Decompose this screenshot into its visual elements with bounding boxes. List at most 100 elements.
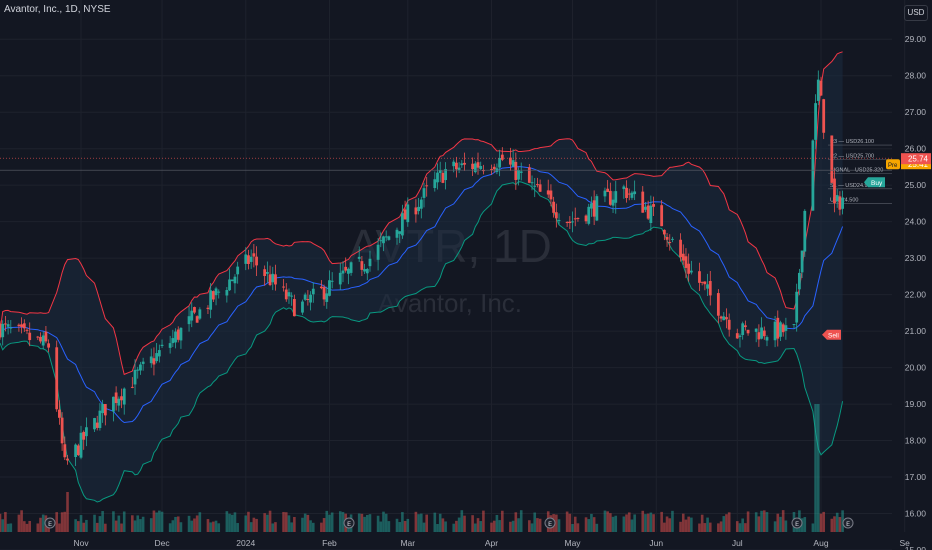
candle-body	[39, 336, 42, 342]
candle-body	[174, 331, 177, 343]
volume-bar	[368, 514, 372, 532]
currency-button[interactable]: USD	[904, 5, 928, 21]
candle-body	[79, 432, 83, 458]
candle-body	[322, 287, 326, 300]
volume-bar	[160, 511, 164, 532]
candle-body	[130, 386, 134, 388]
candle-body	[565, 221, 569, 223]
volume-bar	[833, 516, 836, 532]
candle-body	[652, 204, 655, 207]
volume-bar	[209, 522, 212, 532]
volume-bar	[171, 520, 175, 532]
price-axis-tick: 26.00	[905, 144, 927, 154]
candle-body	[622, 186, 626, 190]
candle-body	[217, 291, 221, 293]
volume-bar	[528, 520, 531, 532]
volume-bar	[627, 512, 631, 532]
earnings-icon	[842, 517, 854, 529]
candle-body	[255, 256, 258, 266]
candle-body	[530, 182, 534, 184]
candle-body	[4, 323, 7, 325]
volume-bar	[671, 510, 674, 532]
sell-signal-badge	[822, 329, 841, 340]
volume-bar	[568, 513, 572, 532]
candle-body	[76, 445, 80, 456]
candle-body	[41, 335, 45, 346]
candle-body	[171, 338, 175, 344]
candle-body	[379, 240, 383, 242]
volume-bar	[438, 513, 442, 532]
volume-bar	[98, 516, 102, 532]
candle-body	[627, 193, 631, 195]
candle-body	[63, 444, 67, 458]
volume-bar	[760, 510, 763, 532]
candle-body	[290, 295, 294, 297]
volume-bar	[341, 512, 345, 532]
time-axis-tick: Nov	[73, 538, 89, 548]
candle-body	[341, 270, 345, 274]
candle-body	[473, 163, 477, 173]
candle-body	[236, 266, 240, 275]
volume-bar	[322, 518, 326, 532]
volume-bar	[819, 513, 823, 532]
price-axis-tick: 18.00	[905, 436, 927, 446]
volume-bar	[217, 523, 221, 532]
volume-bar	[814, 404, 817, 532]
candle-body	[698, 271, 701, 283]
candle-body	[349, 262, 353, 273]
candle-body	[301, 301, 304, 313]
volume-bar	[482, 510, 485, 532]
volume-bar	[800, 518, 804, 532]
volume-bar	[403, 520, 407, 532]
volume-bar	[803, 517, 807, 532]
candle-body	[719, 316, 723, 319]
candle-body	[700, 281, 704, 283]
candle-body	[835, 195, 839, 202]
candle-body	[120, 396, 123, 401]
candle-body	[492, 166, 496, 170]
volume-bar	[838, 517, 842, 532]
candle-body	[438, 170, 442, 173]
volume-bar	[727, 512, 731, 532]
volume-bar	[706, 517, 709, 532]
volume-bar	[725, 514, 728, 532]
volume-bar	[174, 516, 177, 532]
volume-bar	[722, 516, 726, 532]
volume-bar	[681, 513, 685, 532]
candle-body	[403, 209, 407, 220]
volume-bar	[1, 519, 5, 532]
candle-body	[9, 327, 13, 329]
candle-body	[60, 417, 64, 444]
volume-bar	[330, 512, 334, 532]
volume-bar	[498, 520, 501, 532]
candle-body	[498, 157, 502, 168]
volume-bar	[436, 523, 439, 532]
volume-bar	[306, 514, 310, 532]
volume-bar	[422, 522, 426, 532]
pivot-label: R2 — USD25.700	[830, 154, 874, 160]
candle-body	[6, 324, 10, 327]
candle-body	[160, 344, 164, 347]
candle-body	[490, 168, 493, 170]
candle-body	[225, 290, 229, 296]
volume-bar	[444, 521, 447, 532]
earnings-icon-glyph: E	[48, 520, 52, 528]
volume-bar	[36, 523, 40, 532]
candle-body	[816, 79, 820, 101]
volume-bar	[746, 511, 750, 532]
volume-bar	[663, 522, 666, 532]
volume-bar	[765, 512, 769, 532]
volume-bar	[606, 511, 609, 532]
earnings-icon	[343, 517, 355, 529]
chart-title[interactable]: Avantor, Inc., 1D, NYSE	[4, 4, 111, 15]
candle-body	[282, 286, 285, 288]
time-axis-tick: Feb	[322, 538, 337, 548]
candle-body	[319, 286, 323, 289]
volume-bar	[104, 523, 107, 532]
candle-body	[576, 217, 580, 219]
candle-body	[360, 261, 364, 270]
volume-bar	[490, 522, 493, 532]
volume-bar	[149, 518, 153, 532]
time-axis-tick: Dec	[154, 538, 170, 548]
